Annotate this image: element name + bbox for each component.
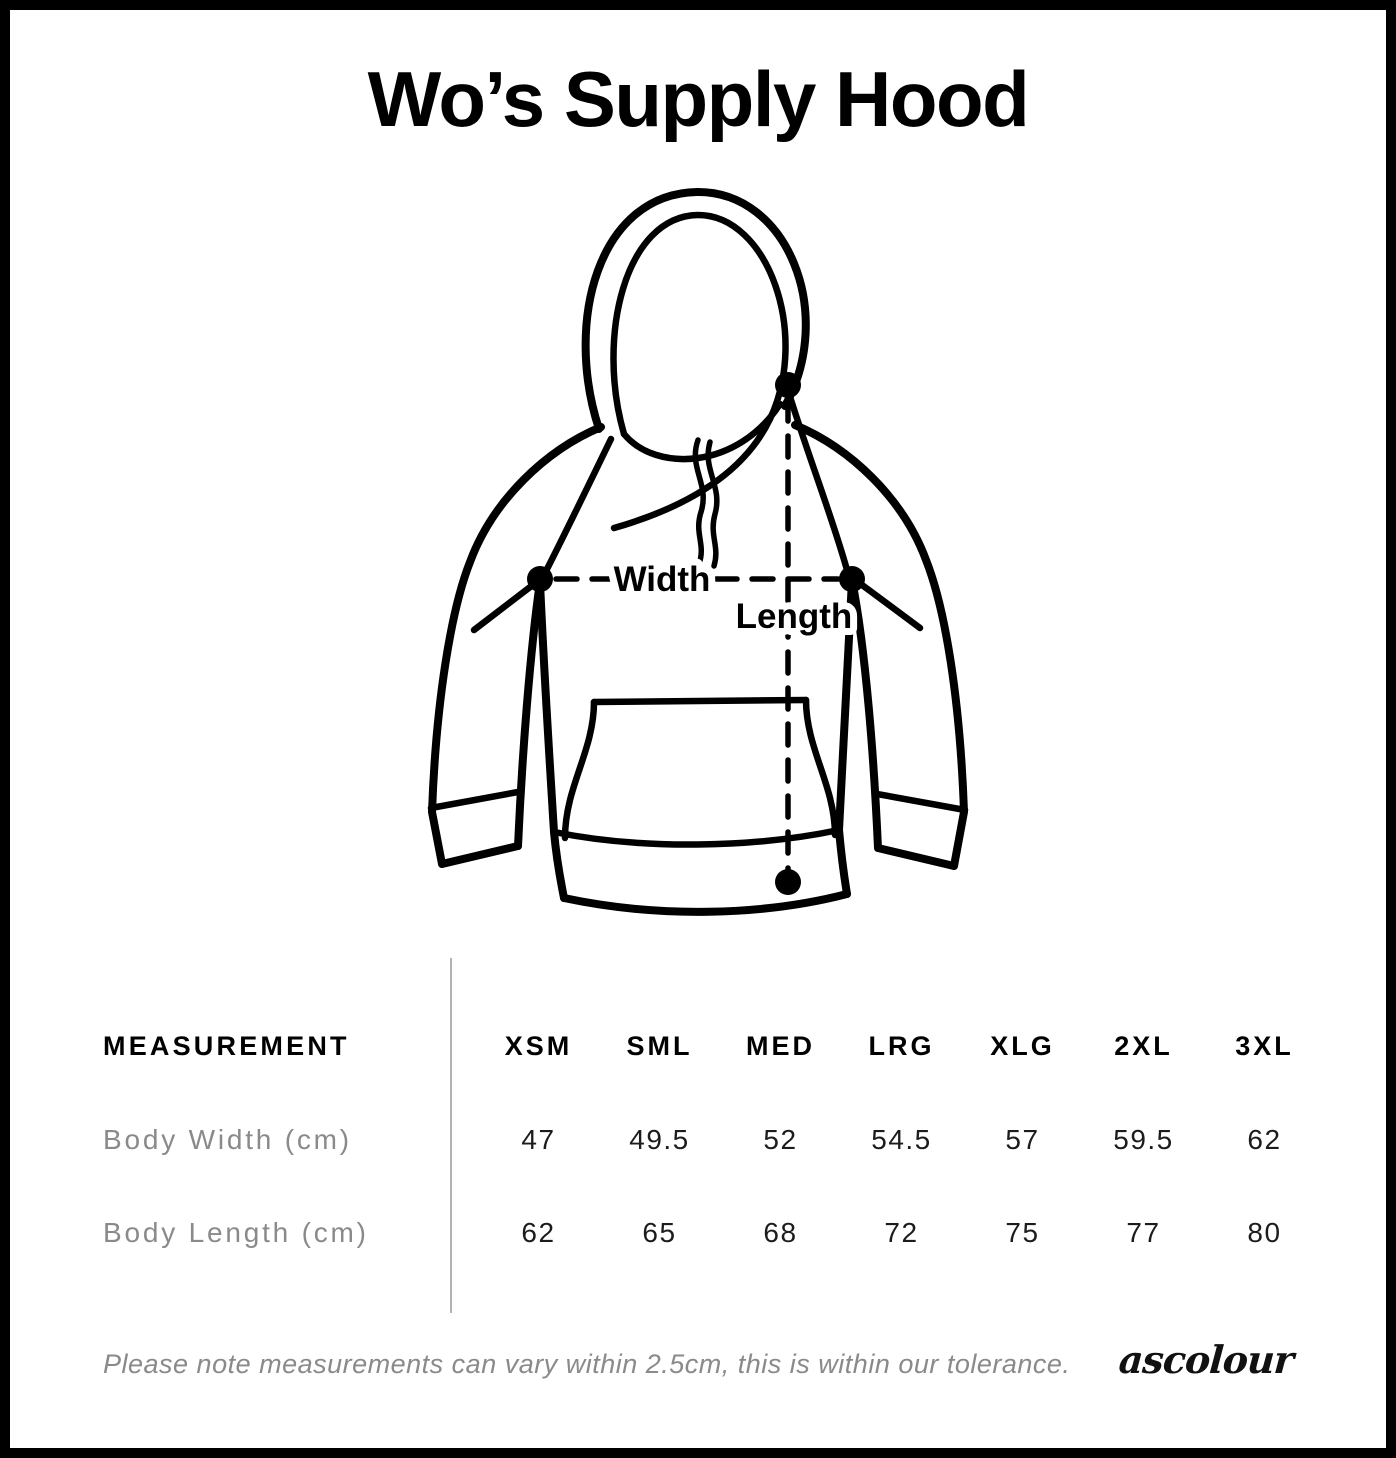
drawcord-left: [692, 437, 706, 567]
hem-band-right-edge: [835, 826, 851, 898]
underarm-right-dot: [839, 566, 865, 592]
underarm-left-dot: [527, 566, 553, 592]
body-side-left: [536, 578, 558, 836]
size-header-xsm: XSM: [504, 1031, 573, 1061]
cuff-right-band-line: [873, 790, 969, 814]
cuff-left-bottom: [438, 842, 522, 868]
value-cell: 52: [763, 1123, 798, 1155]
page-footer: Please note measurements can vary within…: [103, 1337, 1295, 1382]
value-cell: 75: [1005, 1216, 1040, 1248]
hem-point-dot: [775, 869, 801, 895]
page-title: Wo’s Supply Hood: [367, 55, 1030, 143]
shoulder-point-dot: [775, 372, 801, 398]
drawcord-right: [705, 439, 720, 569]
size-header-lrg: LRG: [868, 1031, 935, 1061]
hem-band-bottom: [560, 890, 851, 916]
size-header-xlg: XLG: [990, 1031, 1055, 1061]
hood-crossover-left: [620, 400, 784, 463]
value-cell: 62: [1247, 1123, 1282, 1155]
value-cell: 47: [521, 1123, 556, 1155]
value-cell: 80: [1247, 1216, 1282, 1248]
size-header-2xl: 2XL: [1114, 1031, 1173, 1061]
sleeve-right-outline: [791, 421, 968, 870]
cuff-right-bottom: [874, 844, 958, 870]
value-cell: 49.5: [629, 1123, 690, 1155]
value-cell: 57: [1005, 1123, 1040, 1155]
hem-band-top: [550, 826, 843, 848]
measurement-column-header: MEASUREMENT: [103, 1031, 350, 1061]
tolerance-note: Please note measurements can vary within…: [103, 1349, 1071, 1379]
value-cell: 77: [1126, 1216, 1161, 1248]
raglan-seam-right: [784, 386, 851, 574]
pocket-top: [590, 696, 810, 706]
row-label-body-width: Body Width (cm): [103, 1123, 352, 1155]
hem-band-left-edge: [550, 828, 568, 902]
raglan-seam-left: [541, 435, 615, 577]
value-cell: 68: [763, 1216, 798, 1248]
value-cell: 72: [884, 1216, 919, 1248]
cuff-left-band-line: [427, 788, 522, 812]
pocket-side-right: [802, 696, 839, 839]
length-label: Length: [736, 597, 853, 636]
value-cell: 54.5: [871, 1123, 932, 1155]
size-header-sml: SML: [626, 1031, 693, 1061]
pocket-side-left: [561, 698, 598, 842]
size-table: MEASUREMENT XSM SML MED LRG XLG 2XL 3XL …: [103, 958, 1386, 1313]
hoodie-diagram: Width Length: [10, 182, 1386, 942]
table-divider: [450, 958, 452, 1313]
value-cell: 59.5: [1113, 1123, 1174, 1155]
ascolour-logo: ascolour: [1117, 1337, 1295, 1382]
sleeve-left-inner: [514, 578, 544, 850]
value-cell: 65: [642, 1216, 677, 1248]
hoodie-line-drawing: Width Length: [427, 187, 969, 916]
underarm-seam-left: [470, 577, 542, 634]
hood-outer-outline: [581, 187, 810, 433]
hood-inner-outline: [610, 211, 789, 438]
row-label-body-length: Body Length (cm): [103, 1216, 369, 1248]
size-header-3xl: 3XL: [1235, 1031, 1294, 1061]
sleeve-left-outline: [428, 423, 605, 868]
sleeve-right-inner: [848, 576, 882, 852]
body-side-right: [835, 576, 856, 834]
value-cell: 62: [521, 1216, 556, 1248]
width-label: Width: [614, 560, 711, 599]
underarm-seam-right: [850, 575, 924, 632]
size-header-med: MED: [746, 1031, 815, 1061]
